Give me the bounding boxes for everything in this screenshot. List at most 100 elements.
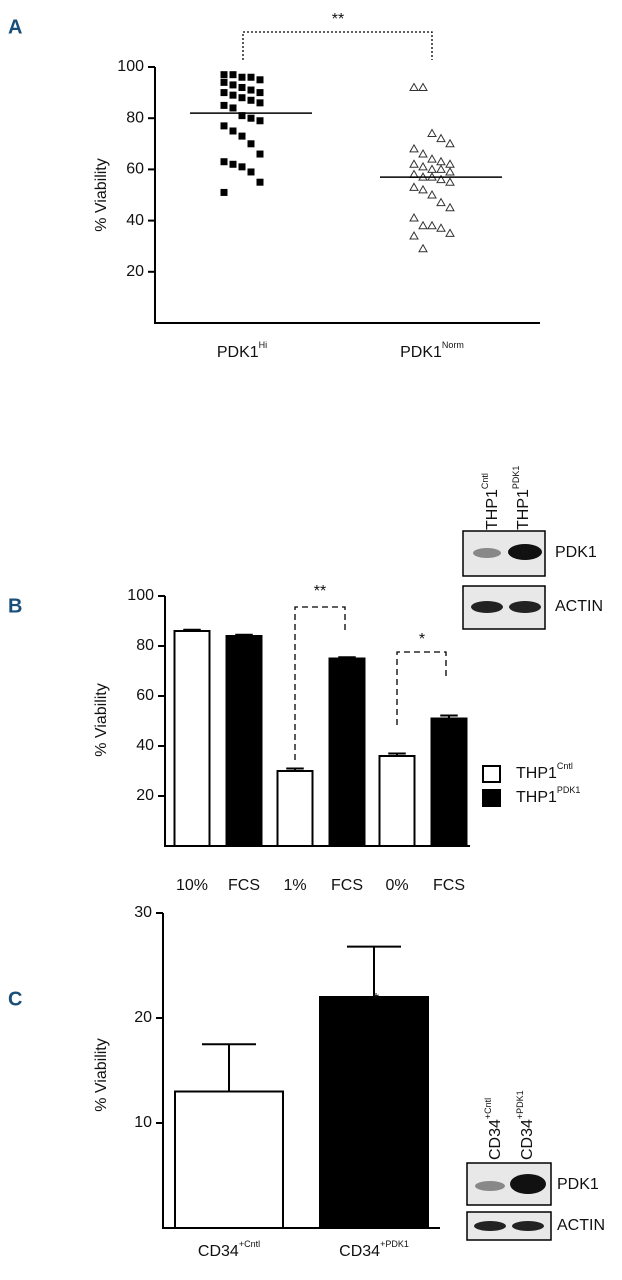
x-tick-label: 10% xyxy=(176,877,208,894)
data-point xyxy=(409,82,419,91)
bracket xyxy=(242,31,433,60)
panel-label: C xyxy=(8,988,22,1010)
x-tick-label: FCS xyxy=(331,877,363,894)
label-sup: Cntl xyxy=(557,761,573,771)
y-tick-label: 20 xyxy=(134,1009,152,1026)
label-base: THP1 xyxy=(516,765,557,782)
data-point xyxy=(229,91,237,99)
data-point xyxy=(238,83,246,91)
x-tick-label: 0% xyxy=(385,877,408,894)
data-point xyxy=(247,86,255,94)
bar xyxy=(174,1090,284,1229)
bar xyxy=(378,755,416,847)
data-point xyxy=(256,76,264,84)
y-tick-label: 100 xyxy=(117,58,144,75)
error-bar xyxy=(286,767,304,771)
y-tick-label: 60 xyxy=(136,687,154,704)
annotation: ** xyxy=(314,583,326,600)
label-base: CD34 xyxy=(487,1119,504,1160)
data-point xyxy=(256,150,264,158)
data-point xyxy=(427,164,437,173)
data-point xyxy=(247,114,255,122)
data-point xyxy=(409,213,419,222)
x-tick-label: FCS xyxy=(228,877,260,894)
y-axis-title: % Viability xyxy=(93,683,110,757)
data-point xyxy=(445,202,455,212)
data-point xyxy=(220,78,228,86)
western-blot xyxy=(462,530,552,1241)
y-tick-label: 40 xyxy=(126,212,144,229)
data-point xyxy=(409,143,419,153)
label-base: THP1 xyxy=(515,489,532,530)
data-point xyxy=(409,159,419,168)
x-tick-label: 1% xyxy=(283,877,306,894)
y-tick-label: 20 xyxy=(136,787,154,804)
label-sup: PDK1 xyxy=(557,785,581,795)
data-point xyxy=(220,101,228,109)
label-sup: +Cntl xyxy=(483,1098,493,1119)
data-point xyxy=(229,104,237,112)
data-point xyxy=(256,117,264,125)
data-point xyxy=(445,138,455,148)
label-base: CD34 xyxy=(519,1119,536,1160)
data-point xyxy=(238,163,246,171)
data-point xyxy=(418,82,428,91)
data-point xyxy=(427,128,437,138)
data-point xyxy=(445,177,455,186)
bar xyxy=(430,717,468,847)
x-tick-label: PDK1Norm xyxy=(400,340,464,361)
label-base: THP1 xyxy=(484,489,501,530)
data-point xyxy=(445,228,455,237)
label-sup: PDK1 xyxy=(511,466,521,490)
label-sup: Hi xyxy=(259,340,268,350)
lane-label: CD34+Cntl xyxy=(483,1098,504,1160)
data-point xyxy=(436,223,446,232)
x-tick-label: CD34+Cntl xyxy=(198,1239,260,1260)
data-point xyxy=(427,154,437,163)
label-base: CD34 xyxy=(198,1243,239,1260)
data-point xyxy=(436,133,446,143)
data-point xyxy=(436,156,446,166)
bar xyxy=(276,770,314,847)
error-bar xyxy=(338,656,356,659)
data-point xyxy=(256,89,264,97)
y-tick-label: 60 xyxy=(126,161,144,178)
label-base: PDK1 xyxy=(400,344,442,361)
data-point xyxy=(247,140,255,148)
bar xyxy=(225,635,263,847)
bar xyxy=(173,630,211,847)
data-point xyxy=(418,149,428,158)
x-tick-label: PDK1Hi xyxy=(217,340,267,361)
axis xyxy=(154,67,540,324)
band-label: PDK1 xyxy=(557,1176,599,1193)
annotation: ** xyxy=(332,11,344,28)
label-base: PDK1 xyxy=(217,344,259,361)
error-bar xyxy=(235,633,253,636)
lane-label: THP1Cntl xyxy=(480,473,501,530)
data-point xyxy=(409,230,419,240)
label-sup: +PDK1 xyxy=(515,1090,525,1119)
y-tick-label: 100 xyxy=(127,587,154,604)
label-sup: Norm xyxy=(442,340,464,350)
label-sup: +PDK1 xyxy=(380,1239,409,1249)
y-tick-label: 30 xyxy=(134,904,152,921)
legend-swatch xyxy=(482,765,501,783)
bar xyxy=(328,657,366,847)
band-label: ACTIN xyxy=(555,598,603,615)
data-point xyxy=(445,166,455,176)
legend-label: THP1PDK1 xyxy=(516,785,580,806)
data-point xyxy=(436,197,446,207)
error-bar xyxy=(388,752,406,756)
error-bar xyxy=(347,945,401,997)
data-point xyxy=(220,89,228,97)
panel-label: B xyxy=(8,595,22,617)
legend-swatch xyxy=(482,789,501,807)
data-point xyxy=(247,168,255,176)
data-point xyxy=(409,182,419,191)
bar xyxy=(319,996,429,1229)
error-bar xyxy=(202,1043,256,1092)
lane-label: CD34+PDK1 xyxy=(515,1090,536,1160)
data-point xyxy=(220,188,228,196)
data-point xyxy=(445,159,455,168)
data-point xyxy=(229,160,237,168)
